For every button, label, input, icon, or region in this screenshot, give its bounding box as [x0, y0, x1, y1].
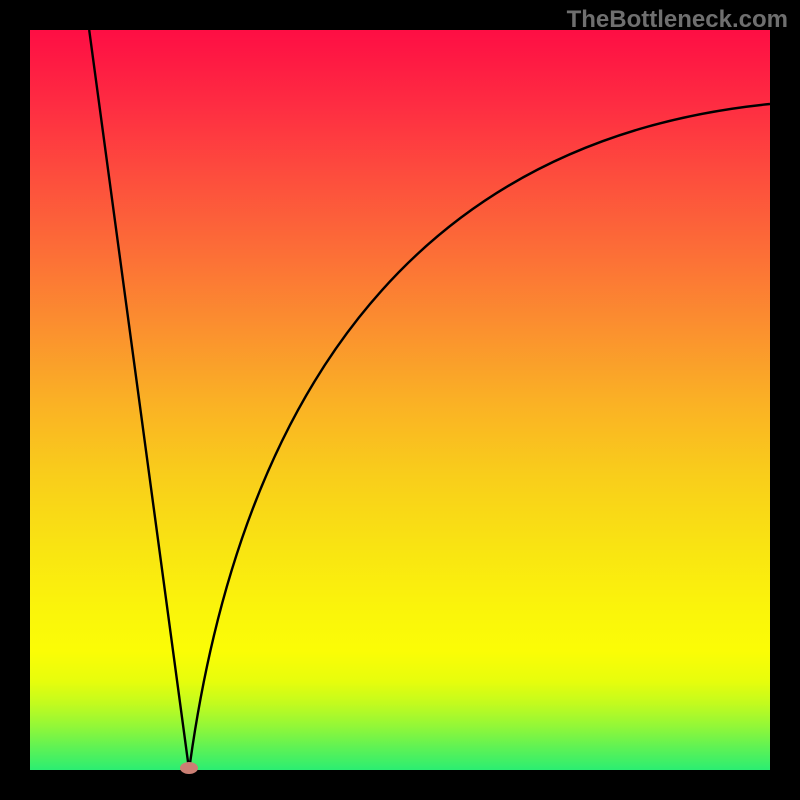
watermark-text: TheBottleneck.com [567, 6, 788, 34]
minimum-marker [180, 762, 198, 774]
plot-area [30, 30, 770, 770]
bottleneck-curve [89, 30, 770, 770]
chart-frame: TheBottleneck.com [0, 0, 800, 800]
curve-layer [30, 30, 770, 770]
